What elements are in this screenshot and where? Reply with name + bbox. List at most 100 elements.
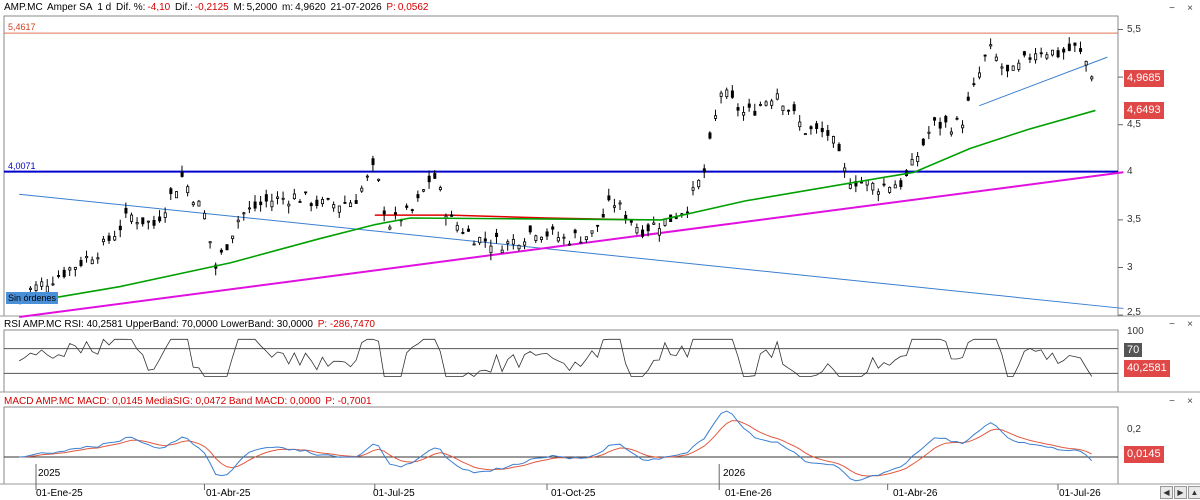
candle-body bbox=[118, 225, 122, 231]
candle-body bbox=[489, 245, 493, 254]
candle-body bbox=[944, 115, 948, 123]
candle-body bbox=[113, 236, 117, 241]
last-price-tag: 4,9685 bbox=[1124, 70, 1164, 87]
candle-body bbox=[332, 204, 336, 209]
candle-body bbox=[798, 121, 802, 128]
candle-body bbox=[584, 236, 588, 240]
macd-signal-line bbox=[19, 420, 1092, 477]
period: 1 d bbox=[97, 2, 112, 13]
candle-body bbox=[410, 209, 414, 212]
candle-body bbox=[231, 235, 235, 240]
zoom-button[interactable]: ▲ bbox=[1188, 486, 1200, 499]
scroll-left-button[interactable]: ◀ bbox=[1160, 486, 1173, 499]
rsi-70-tag: 70 bbox=[1124, 343, 1143, 357]
candle-body bbox=[483, 238, 487, 242]
candle-body bbox=[579, 241, 583, 244]
candle-body bbox=[304, 191, 308, 194]
minimize-button[interactable]: − bbox=[1169, 3, 1175, 14]
scroll-right-button[interactable]: ▶ bbox=[1174, 486, 1187, 499]
rsi-tag: 40,2581 bbox=[1124, 360, 1170, 377]
candle-body bbox=[101, 238, 105, 243]
candle-body bbox=[708, 132, 712, 139]
rsi-minimize-button[interactable]: − bbox=[1169, 319, 1175, 330]
candle-body bbox=[28, 287, 32, 290]
candle-body bbox=[1022, 51, 1026, 56]
candle-body bbox=[792, 104, 796, 112]
rsi-header-p: P: -286,7470 bbox=[317, 319, 375, 330]
candle-body bbox=[1017, 62, 1021, 70]
candle-body bbox=[1062, 48, 1066, 53]
candle-body bbox=[427, 175, 431, 183]
stock-name: Amper SA bbox=[46, 2, 93, 13]
candle-body bbox=[685, 211, 689, 214]
candle-body bbox=[495, 232, 499, 238]
x-tick-label: 01-Oct-25 bbox=[551, 488, 596, 499]
candle-body bbox=[815, 123, 819, 129]
candle-body bbox=[949, 131, 953, 135]
downtrend-line bbox=[19, 193, 1124, 309]
no-orders-badge: Sin órdenes bbox=[6, 292, 59, 304]
candle-body bbox=[371, 158, 375, 166]
candle-body bbox=[455, 225, 459, 231]
candle-body bbox=[1011, 65, 1015, 71]
candle-body bbox=[169, 188, 173, 195]
candle-body bbox=[893, 184, 897, 189]
candle-body bbox=[933, 117, 937, 121]
candle-body bbox=[826, 130, 830, 136]
candle-body bbox=[236, 219, 240, 223]
candle-body bbox=[135, 222, 139, 225]
candle-body bbox=[837, 143, 841, 152]
candle-body bbox=[955, 117, 959, 120]
price-pane-frame bbox=[3, 15, 1119, 317]
candle-body bbox=[831, 136, 835, 144]
max-value: 5,2000 bbox=[246, 2, 278, 13]
macd-header: MACD AMP.MC MACD: 0,0145 MediaSIG: 0,047… bbox=[4, 395, 374, 409]
candle-body bbox=[79, 260, 83, 266]
candle-body bbox=[725, 89, 729, 98]
candle-body bbox=[697, 179, 701, 188]
dif-label: Dif.: bbox=[175, 2, 193, 13]
candle-body bbox=[938, 121, 942, 129]
candle-body bbox=[315, 199, 319, 207]
candle-body bbox=[40, 281, 44, 287]
close-button[interactable]: × bbox=[1187, 3, 1193, 14]
candle-body bbox=[573, 229, 577, 234]
candle-body bbox=[646, 224, 650, 232]
candle-body bbox=[152, 219, 156, 226]
candle-body bbox=[62, 269, 66, 278]
candle-body bbox=[1028, 57, 1032, 60]
candle-body bbox=[719, 92, 723, 97]
candle-body bbox=[736, 107, 740, 111]
date: 21-07-2026 bbox=[330, 2, 382, 13]
candle-body bbox=[629, 220, 633, 223]
macd-close-button[interactable]: × bbox=[1187, 396, 1193, 407]
year-label: 2025 bbox=[38, 468, 61, 479]
rsi-header: RSI AMP.MC RSI: 40,2581 UpperBand: 70,00… bbox=[4, 318, 377, 332]
y-tick-label: 5,5 bbox=[1127, 24, 1141, 35]
candle-body bbox=[871, 182, 875, 191]
x-tick-label: 01-Jul-25 bbox=[373, 488, 415, 499]
candle-body bbox=[1039, 52, 1043, 55]
candle-body bbox=[787, 109, 791, 112]
candle-body bbox=[607, 195, 611, 201]
candle-body bbox=[702, 168, 706, 173]
candle-body bbox=[90, 259, 94, 265]
candle-body bbox=[343, 202, 347, 204]
candle-body bbox=[809, 126, 813, 130]
candle-body bbox=[466, 228, 470, 232]
candle-body bbox=[562, 236, 566, 239]
macd-minimize-button[interactable]: − bbox=[1169, 396, 1175, 407]
candle-body bbox=[691, 187, 695, 191]
min-value: 4,9620 bbox=[295, 2, 326, 13]
candle-body bbox=[882, 183, 886, 186]
y-tick-label: 4 bbox=[1127, 166, 1133, 177]
candle-body bbox=[1056, 50, 1060, 58]
candle-body bbox=[73, 266, 77, 270]
x-tick-label: 01-Jul-26 bbox=[1059, 488, 1101, 499]
rsi-close-button[interactable]: × bbox=[1187, 319, 1193, 330]
candle-body bbox=[337, 205, 341, 213]
candle-body bbox=[506, 241, 510, 244]
candle-body bbox=[287, 203, 291, 207]
candle-body bbox=[349, 202, 353, 208]
candle-body bbox=[888, 186, 892, 193]
